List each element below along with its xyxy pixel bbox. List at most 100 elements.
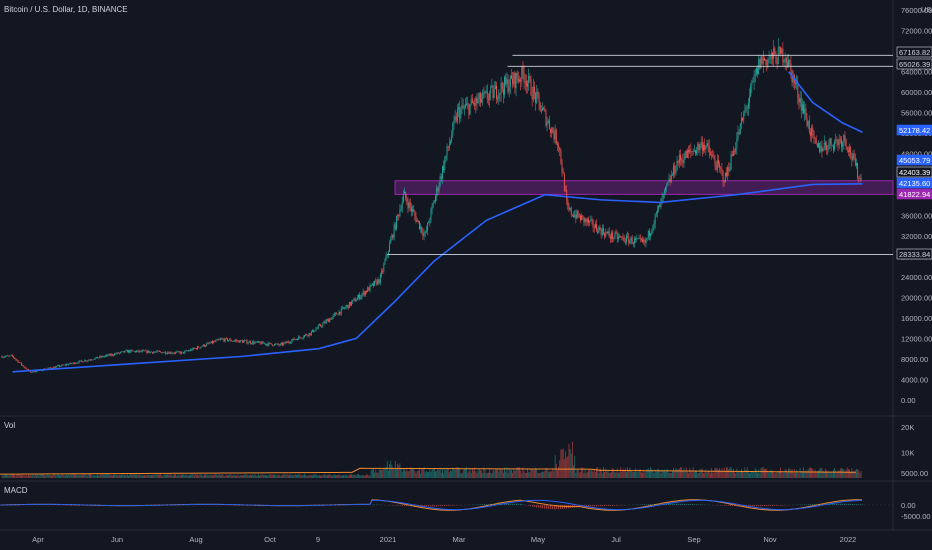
candle-body [566, 190, 568, 200]
volume-bar [249, 474, 251, 478]
candle-body [194, 348, 196, 349]
candle-body [511, 75, 512, 79]
volume-bar [253, 475, 255, 478]
volume-bar [362, 474, 364, 478]
candle-body [180, 351, 182, 354]
volume-bar [807, 469, 809, 478]
candle-body [532, 86, 534, 100]
candle-body [812, 127, 814, 132]
volume-bar [752, 471, 754, 478]
volume-bar [391, 464, 393, 478]
candle-body [593, 227, 595, 229]
candle-body [97, 356, 98, 359]
candle-body [406, 198, 408, 203]
candle-body [226, 338, 228, 342]
volume-bar [838, 470, 840, 478]
volume-bar [463, 468, 465, 478]
volume-bar [254, 474, 256, 478]
time-tick-label: Jun [111, 535, 123, 544]
candle-body [632, 243, 634, 245]
candle-body [30, 371, 32, 373]
candle-body [305, 334, 307, 336]
candle-body [62, 364, 64, 366]
macd-histogram-bar [672, 503, 674, 505]
volume-bar [70, 474, 72, 478]
candle-body [682, 159, 684, 164]
macd-histogram-bar [518, 503, 520, 505]
volume-bar [72, 474, 74, 478]
candle-body [529, 76, 531, 80]
macd-histogram-bar [830, 503, 832, 505]
volume-bar [715, 468, 717, 478]
volume-bar [267, 475, 269, 478]
candle-body [477, 99, 479, 103]
candle-body [356, 297, 358, 301]
volume-bar [271, 475, 273, 478]
volume-bar [322, 475, 324, 478]
volume-bar [59, 475, 60, 478]
volume-bar [182, 474, 183, 478]
candle-body [362, 291, 364, 295]
volume-bar [482, 473, 484, 478]
volume-bar [336, 475, 338, 478]
candle-body [720, 167, 722, 169]
time-tick-label: 9 [316, 535, 320, 544]
candle-body [547, 120, 549, 123]
volume-bar [739, 470, 741, 478]
candle-body [301, 337, 303, 339]
price-tick-label: 72000.00 [901, 27, 932, 36]
macd-histogram-bar [690, 504, 692, 505]
volume-bar [54, 474, 56, 478]
candle-body [778, 47, 780, 48]
volume-bar [392, 468, 394, 478]
candle-body [715, 165, 717, 170]
candle-body [614, 232, 616, 238]
volume-bar [729, 467, 731, 478]
volume-bar [90, 473, 91, 478]
candle-body [475, 97, 477, 106]
volume-bar [209, 474, 211, 478]
volume-bar [53, 474, 55, 478]
macd-histogram-bar [728, 505, 730, 506]
volume-bar [80, 474, 82, 478]
candle-body [497, 98, 499, 100]
candle-body [766, 59, 768, 66]
volume-bar [596, 467, 597, 478]
volume-bar [663, 469, 665, 478]
volume-bar [194, 474, 196, 478]
volume-bar [849, 469, 850, 478]
volume-bar [755, 469, 757, 478]
candle-body [590, 219, 592, 221]
candle-body [198, 346, 200, 348]
volume-bar [183, 474, 185, 478]
candle-body [286, 341, 288, 343]
candle-body [348, 302, 350, 309]
price-tick-label: 64000.00 [901, 68, 932, 77]
volume-bar [184, 475, 186, 478]
candle-body [774, 48, 776, 54]
candle-body [63, 364, 65, 366]
candle-body [570, 207, 572, 215]
volume-bar [399, 463, 401, 478]
volume-bar [221, 474, 223, 478]
candle-body [657, 209, 658, 213]
volume-bar [681, 467, 683, 478]
volume-bar [793, 468, 795, 478]
candle-body [521, 66, 523, 82]
candle-body [332, 315, 334, 318]
candle-body [539, 102, 541, 112]
candle-body [604, 233, 606, 237]
macd-histogram-bar [404, 505, 406, 506]
candle-body [404, 191, 405, 194]
candle-body [54, 366, 56, 368]
candle-body [691, 151, 693, 152]
macd-histogram-bar [814, 504, 816, 505]
candle-body [64, 364, 66, 366]
volume-bar [507, 472, 509, 478]
macd-histogram-bar [838, 503, 840, 505]
volume-bar [335, 475, 336, 478]
candle-body [216, 339, 218, 341]
volume-bar [410, 467, 412, 478]
volume-bar [445, 470, 447, 478]
